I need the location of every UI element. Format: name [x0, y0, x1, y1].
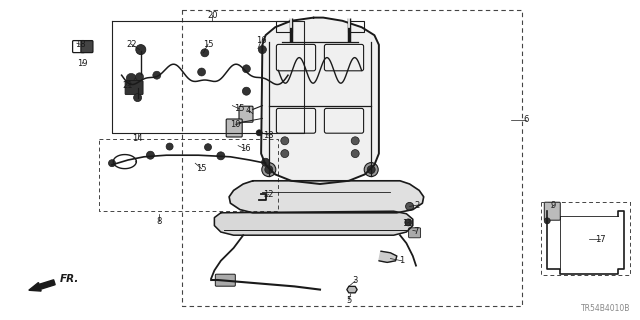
Text: 18: 18: [75, 40, 85, 49]
Polygon shape: [229, 181, 424, 213]
FancyBboxPatch shape: [544, 202, 560, 220]
Text: 16: 16: [240, 144, 250, 153]
Text: FR.: FR.: [60, 274, 79, 284]
Ellipse shape: [351, 137, 359, 145]
Polygon shape: [261, 18, 379, 184]
Ellipse shape: [109, 160, 115, 167]
Text: TR54B4010B: TR54B4010B: [581, 304, 630, 313]
Ellipse shape: [243, 87, 250, 95]
Text: 19: 19: [77, 59, 87, 68]
Ellipse shape: [281, 149, 289, 157]
Ellipse shape: [134, 93, 141, 101]
Text: 22: 22: [126, 40, 136, 49]
Ellipse shape: [136, 73, 143, 81]
FancyArrow shape: [29, 280, 55, 291]
Ellipse shape: [259, 46, 266, 53]
Text: 3: 3: [353, 276, 358, 285]
Text: 17: 17: [595, 235, 605, 244]
Ellipse shape: [205, 144, 211, 151]
Text: 8: 8: [156, 217, 161, 226]
Ellipse shape: [147, 151, 154, 159]
Ellipse shape: [405, 219, 412, 226]
Text: 15: 15: [203, 40, 213, 49]
Ellipse shape: [126, 73, 136, 84]
Text: 13: 13: [264, 131, 274, 140]
FancyBboxPatch shape: [215, 274, 236, 286]
Ellipse shape: [544, 218, 550, 224]
Ellipse shape: [217, 152, 225, 160]
Text: 5: 5: [346, 296, 351, 305]
Text: 20: 20: [207, 11, 218, 20]
FancyBboxPatch shape: [408, 228, 420, 238]
FancyBboxPatch shape: [239, 106, 253, 122]
Ellipse shape: [406, 202, 413, 211]
Text: 11: 11: [403, 219, 413, 228]
Ellipse shape: [136, 44, 146, 55]
Ellipse shape: [243, 65, 250, 73]
Ellipse shape: [367, 166, 375, 173]
Ellipse shape: [265, 166, 273, 173]
Ellipse shape: [153, 71, 161, 79]
Ellipse shape: [351, 149, 359, 157]
Polygon shape: [347, 286, 357, 293]
Text: 6: 6: [524, 115, 529, 124]
Ellipse shape: [262, 158, 269, 166]
Ellipse shape: [256, 130, 262, 136]
FancyBboxPatch shape: [81, 41, 93, 52]
Ellipse shape: [166, 143, 173, 150]
Text: 16: 16: [256, 36, 266, 45]
Text: 21: 21: [123, 81, 133, 90]
Text: 15: 15: [234, 104, 244, 113]
Ellipse shape: [364, 163, 378, 177]
Ellipse shape: [198, 68, 205, 76]
Polygon shape: [214, 211, 413, 235]
Polygon shape: [379, 251, 397, 262]
FancyBboxPatch shape: [125, 81, 143, 95]
Text: 2: 2: [415, 201, 420, 210]
Text: 1: 1: [399, 256, 404, 265]
Text: 10: 10: [230, 120, 241, 129]
Text: 9: 9: [550, 201, 556, 210]
Ellipse shape: [281, 137, 289, 145]
Ellipse shape: [201, 49, 209, 57]
Ellipse shape: [134, 77, 141, 85]
Text: 4: 4: [246, 106, 251, 115]
FancyBboxPatch shape: [226, 119, 242, 137]
Text: 7: 7: [413, 227, 419, 236]
Text: 15: 15: [196, 164, 207, 173]
Text: 14: 14: [132, 134, 143, 143]
Ellipse shape: [262, 163, 276, 177]
Text: 12: 12: [264, 190, 274, 199]
